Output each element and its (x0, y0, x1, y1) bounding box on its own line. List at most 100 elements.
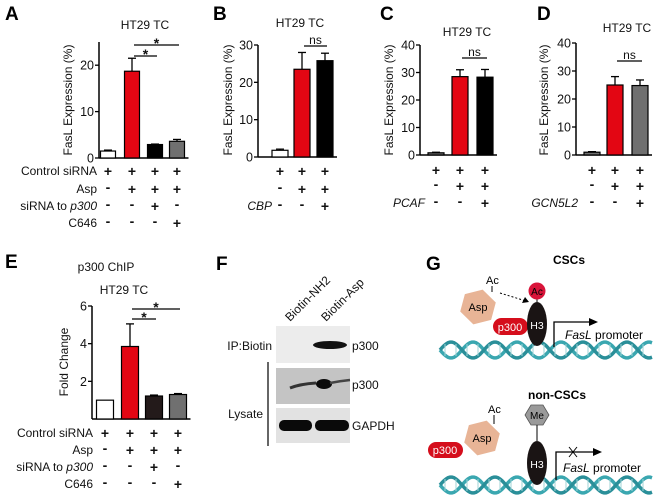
condition-sign: + (173, 163, 181, 179)
condition-label: PCAF (393, 196, 426, 210)
ip-biotin-label: IP:Biotin (227, 339, 272, 353)
condition-text: siRNA to (16, 460, 66, 474)
band-label-p300-lysate: p300 (352, 378, 379, 392)
p300-pill (428, 442, 463, 458)
bar (583, 151, 601, 156)
condition-label: Control siRNA (17, 426, 93, 440)
condition-sign: - (130, 213, 135, 229)
condition-sign: - (434, 193, 439, 209)
condition-text: Asp (76, 182, 97, 196)
bar (606, 84, 624, 156)
condition-sign: + (588, 162, 596, 178)
y-axis-label: FasL Expression (%) (382, 45, 396, 156)
band (316, 379, 332, 389)
acetyl-mark-label: Ac (531, 287, 543, 298)
chart-subtitle: p300 ChIP (78, 260, 135, 274)
y-tick-label: 20 (401, 94, 415, 108)
condition-sign: + (321, 181, 329, 197)
dna-strand (438, 475, 653, 495)
condition-sign: - (278, 196, 283, 212)
y-tick-label: 6 (80, 300, 87, 314)
condition-sign: + (481, 162, 489, 178)
condition-sign: + (611, 162, 619, 178)
significance-label: ns (623, 48, 636, 62)
condition-label: GCN5L2 (531, 196, 578, 210)
condition-sign: + (456, 162, 464, 178)
fasl-promoter-label: FasL promoter (565, 328, 643, 342)
significance-label: ns (468, 45, 481, 59)
y-tick-label: 0 (564, 149, 571, 163)
y-tick-label: 30 (239, 39, 253, 53)
histone-h3 (527, 441, 547, 485)
condition-gene: CBP (247, 199, 272, 213)
dna-helix-top (438, 340, 653, 360)
asp-ac-label: Ac (486, 275, 499, 287)
band-label-gapdh: GAPDH (352, 419, 395, 433)
chart-panel-e: E HT29 TC p300 ChIP Fold Change 2 4 6 * * Control… (5, 252, 191, 492)
dashed-arrow (499, 292, 527, 302)
condition-sign: + (298, 163, 306, 179)
p300-label: p300 (498, 322, 522, 334)
condition-text: Control siRNA (17, 426, 93, 440)
y-tick-label: 4 (80, 337, 87, 351)
bar (476, 76, 494, 156)
p300-pill (493, 318, 528, 335)
condition-sign: + (174, 476, 182, 492)
dna-strand (438, 340, 653, 360)
condition-label: CBP (247, 199, 272, 213)
condition-label: C646 (64, 477, 93, 491)
lysate-label: Lysate (228, 407, 263, 421)
condition-sign: - (103, 457, 108, 473)
h3-label: H3 (530, 459, 544, 471)
panel-label: D (537, 4, 551, 25)
h3-label: H3 (530, 320, 544, 332)
blocked-x-icon (568, 446, 578, 458)
condition-sign: + (481, 178, 489, 194)
condition-sign: - (152, 474, 157, 490)
asp-hexagon (460, 289, 496, 325)
bar (120, 345, 140, 420)
condition-sign: - (106, 179, 111, 195)
condition-sign: - (103, 474, 108, 490)
significance-label: * (141, 309, 147, 325)
asp-label: Asp (473, 433, 492, 445)
arrow-head (593, 448, 602, 456)
bar (144, 395, 164, 420)
y-tick-label: 40 (557, 37, 571, 51)
condition-sign: + (151, 181, 159, 197)
methyl-mark (524, 404, 550, 426)
y-axis-label: Fold Change (57, 327, 71, 396)
acetyl-mark (528, 282, 546, 300)
condition-sign: + (128, 181, 136, 197)
arrow-head (589, 318, 598, 326)
asp-hexagon (464, 420, 500, 456)
bar (99, 150, 117, 159)
condition-sign: - (613, 193, 618, 209)
methyl-mark-label: Me (530, 411, 544, 422)
panel-label: B (213, 4, 227, 25)
fasl-promoter-label: FasL promoter (563, 461, 641, 475)
y-tick-label: 30 (557, 65, 571, 79)
bar (631, 84, 649, 156)
condition-sign: - (130, 196, 135, 212)
condition-text: Asp (72, 443, 93, 457)
panel-label: E (5, 252, 18, 273)
bar (451, 76, 469, 156)
condition-gene: p300 (69, 199, 97, 213)
condition-text: C646 (68, 216, 97, 230)
panel-label: C (380, 4, 394, 25)
condition-gene: p300 (65, 460, 93, 474)
condition-text: C646 (64, 477, 93, 491)
condition-sign: + (173, 181, 181, 197)
condition-sign: - (590, 193, 595, 209)
bar (316, 60, 334, 158)
condition-sign: - (103, 440, 108, 456)
gene-name: FasL (563, 461, 590, 475)
condition-sign: + (174, 442, 182, 458)
y-tick-label: 10 (557, 121, 571, 135)
chart-panel-a: A HT29 TC FasL Expression (%) 0 10 20 * * Contro… (5, 4, 189, 231)
condition-sign: - (176, 457, 181, 473)
condition-label: C646 (68, 216, 97, 230)
